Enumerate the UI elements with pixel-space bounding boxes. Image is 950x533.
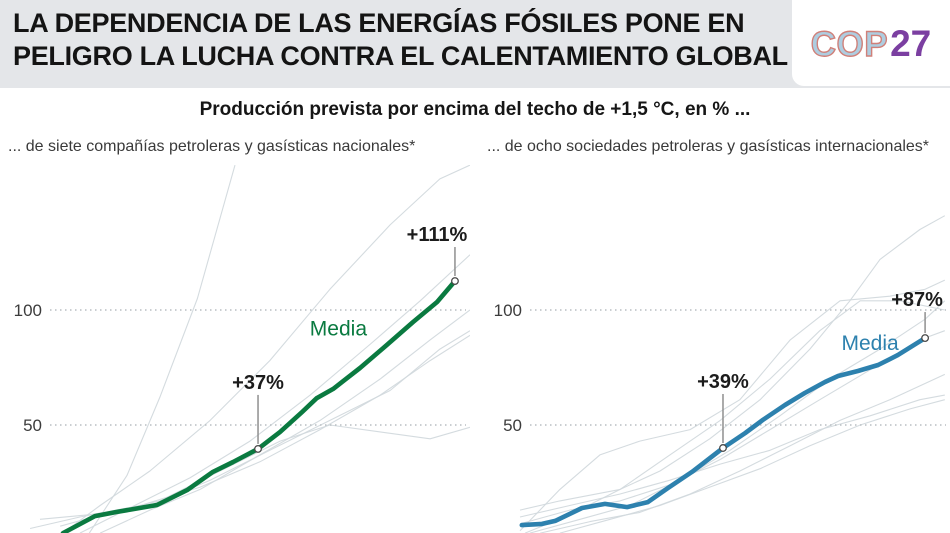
company-line (519, 394, 945, 518)
annotation-value: +111% (407, 224, 468, 246)
media-line (60, 278, 458, 533)
y-tick-label: 100 (494, 301, 522, 320)
company-line (88, 165, 236, 533)
company-line (29, 334, 470, 530)
cop27-logo: COP27 (810, 22, 932, 64)
chart-international-companies: 100 50 Media +39% +87% (494, 215, 946, 533)
annotation-marker (254, 444, 262, 453)
chart-subtitle: Producción prevista por encima del techo… (199, 99, 751, 120)
cop27-logo-box: COP27 (792, 0, 950, 86)
chart-national-companies: 100 50 Media +37% +111% (14, 165, 470, 533)
annotation-marker (921, 334, 930, 343)
y-tick-label: 50 (23, 416, 42, 435)
company-line (519, 330, 945, 525)
company-line (79, 254, 470, 533)
company-line (524, 300, 945, 533)
company-line (519, 215, 946, 511)
company-line (559, 399, 945, 533)
company-line (99, 309, 470, 533)
media-label: Media (841, 332, 899, 355)
cop27-logo-number: 27 (890, 22, 932, 64)
page-title-line2: PELIGRO LA LUCHA CONTRA EL CALENTAMIENTO… (13, 41, 788, 71)
annotation-value: +37% (232, 372, 284, 394)
company-line (540, 373, 946, 533)
company-line (62, 165, 470, 533)
cop27-logo-cop-text: COP (810, 24, 889, 64)
panel-label-national: ... de siete compañías petroleras y gasí… (8, 138, 416, 155)
media-line (519, 335, 928, 528)
annotation-value: +39% (697, 371, 749, 393)
page-title: LA DEPENDENCIA DE LAS ENERGÍAS FÓSILES P… (13, 7, 788, 73)
annotation-marker (719, 444, 727, 452)
annotation-marker (451, 277, 459, 285)
y-tick-label: 100 (14, 301, 42, 320)
company-line (519, 279, 946, 532)
panel-label-international: ... de ocho sociedades petroleras y gasí… (487, 138, 930, 155)
header-bar: LA DEPENDENCIA DE LAS ENERGÍAS FÓSILES P… (0, 0, 950, 88)
company-line (529, 300, 946, 533)
annotation-value: +87% (891, 289, 943, 311)
media-label: Media (310, 317, 368, 340)
y-tick-label: 50 (503, 416, 522, 435)
page-title-line1: LA DEPENDENCIA DE LAS ENERGÍAS FÓSILES P… (13, 8, 745, 38)
